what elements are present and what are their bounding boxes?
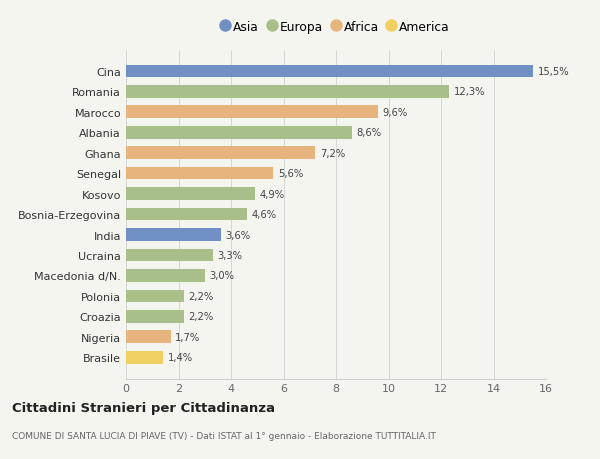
Bar (126, 86, 449, 99)
Text: 8,6%: 8,6% (356, 128, 382, 138)
Text: 3,3%: 3,3% (217, 251, 242, 260)
Text: 1,7%: 1,7% (175, 332, 200, 342)
Bar (126, 351, 163, 364)
Bar (126, 106, 378, 119)
Text: COMUNE DI SANTA LUCIA DI PIAVE (TV) - Dati ISTAT al 1° gennaio - Elaborazione TU: COMUNE DI SANTA LUCIA DI PIAVE (TV) - Da… (12, 431, 436, 440)
Bar (126, 269, 205, 282)
Text: 2,2%: 2,2% (188, 312, 214, 322)
Legend: Asia, Europa, Africa, America: Asia, Europa, Africa, America (218, 17, 454, 38)
Text: 15,5%: 15,5% (538, 67, 569, 77)
Bar (126, 188, 254, 201)
Bar (126, 147, 315, 160)
Text: 4,6%: 4,6% (251, 210, 277, 219)
Bar (126, 330, 170, 343)
Bar (126, 229, 221, 241)
Bar (126, 310, 184, 323)
Bar (126, 127, 352, 139)
Text: 3,6%: 3,6% (225, 230, 250, 240)
Text: 7,2%: 7,2% (320, 148, 345, 158)
Bar (126, 168, 273, 180)
Bar (126, 290, 184, 302)
Text: 12,3%: 12,3% (454, 87, 485, 97)
Text: 1,4%: 1,4% (167, 353, 193, 363)
Text: 4,9%: 4,9% (259, 189, 284, 199)
Bar (126, 208, 247, 221)
Text: 9,6%: 9,6% (383, 107, 408, 118)
Text: 2,2%: 2,2% (188, 291, 214, 301)
Text: 3,0%: 3,0% (209, 271, 235, 281)
Text: 5,6%: 5,6% (278, 169, 303, 179)
Bar (126, 65, 533, 78)
Bar (126, 249, 212, 262)
Text: Cittadini Stranieri per Cittadinanza: Cittadini Stranieri per Cittadinanza (12, 401, 275, 414)
